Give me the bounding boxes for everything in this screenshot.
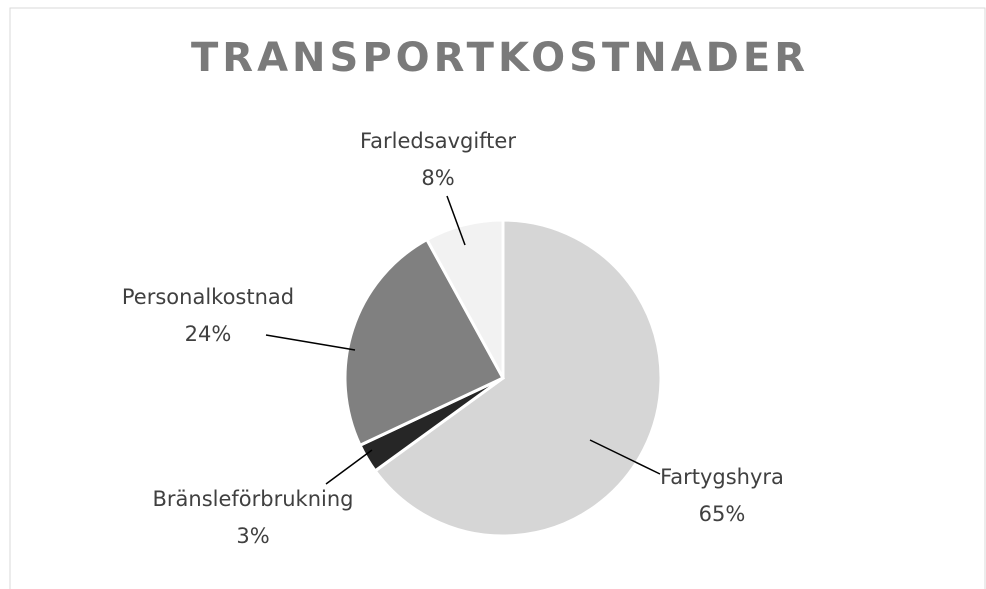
chart-title: TRANSPORTKOSTNADER <box>191 35 809 81</box>
value-label: 24% <box>185 322 232 346</box>
leader-line <box>446 195 466 246</box>
value-label: 65% <box>699 502 746 526</box>
pie-slice <box>373 218 663 538</box>
leader-line <box>589 439 661 475</box>
value-label: 3% <box>236 524 269 548</box>
pie-slice <box>424 218 505 379</box>
category-label: Bränsleförbrukning <box>152 487 353 511</box>
leader-line <box>325 449 373 485</box>
category-label: Personalkostnad <box>122 285 294 309</box>
pie-slice <box>343 237 506 448</box>
value-label: 8% <box>421 166 454 190</box>
leader-line <box>265 334 356 351</box>
category-label: Fartygshyra <box>660 465 784 489</box>
chart-frame <box>9 7 986 589</box>
category-label: Farledsavgifter <box>360 129 516 153</box>
